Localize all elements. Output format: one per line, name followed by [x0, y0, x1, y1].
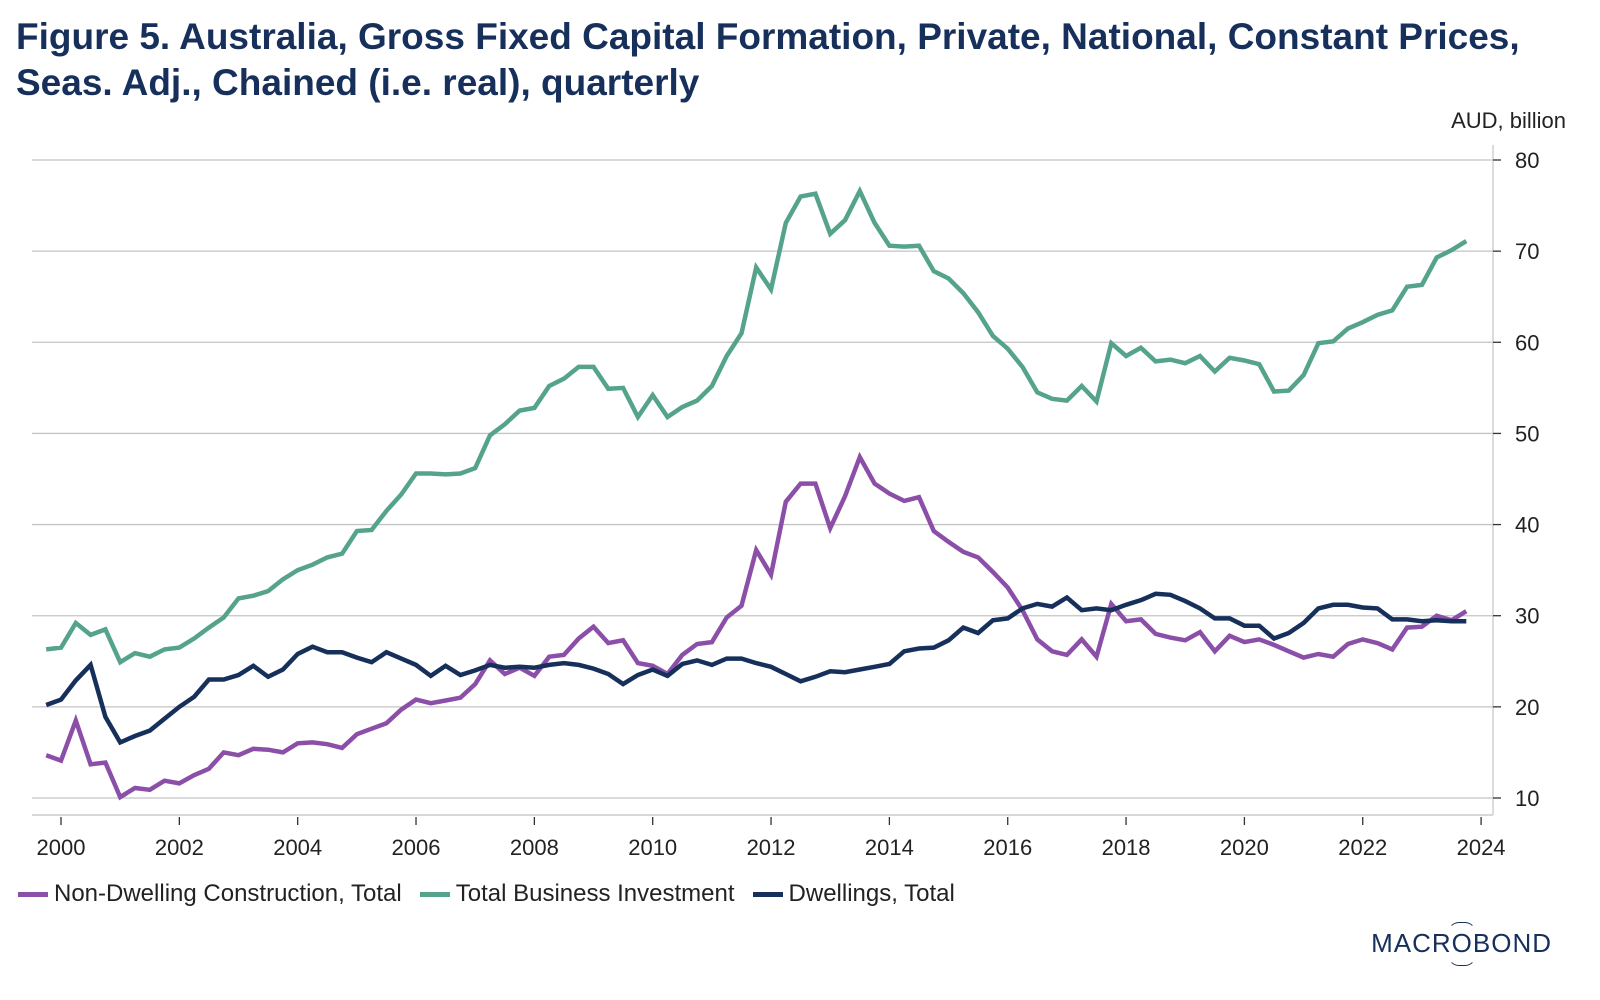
y-tick-label: 20 [1515, 695, 1539, 720]
x-tick-label: 2004 [273, 835, 322, 860]
logo-arc-bottom [1447, 955, 1476, 966]
series-line-non-dwelling-construction-total [45, 451, 1468, 801]
legend: Non-Dwelling Construction, Total Total Bu… [18, 880, 973, 908]
chart-title: Figure 5. Australia, Gross Fixed Capital… [16, 16, 1520, 103]
legend-label: Total Business Investment [455, 880, 735, 907]
legend-label: Non-Dwelling Construction, Total [54, 880, 402, 907]
x-tick-label: 2020 [1220, 835, 1269, 860]
logo-arc-top [1447, 922, 1476, 933]
y-axis-ticks: 10 20 30 40 50 60 70 80 [1493, 148, 1539, 811]
x-tick-label: 2018 [1102, 835, 1151, 860]
y-tick-label: 40 [1515, 513, 1539, 538]
macrobond-logo: MACRO BOND [1371, 922, 1552, 966]
series-line-total-business-investment [45, 185, 1468, 666]
x-tick-label: 2002 [155, 835, 204, 860]
grid-lines [32, 159, 1493, 799]
x-tick-label: 2006 [392, 835, 441, 860]
y-tick-label: 80 [1515, 148, 1539, 173]
x-tick-label: 2010 [628, 835, 677, 860]
y-tick-label: 60 [1515, 330, 1539, 355]
logo-o-glyph: O [1447, 922, 1476, 966]
x-tick-label: 2022 [1338, 835, 1387, 860]
series-lines [45, 185, 1468, 801]
y-tick-label: 50 [1515, 421, 1539, 446]
axes [32, 145, 1494, 816]
x-tick-label: 2014 [865, 835, 914, 860]
series-line-dwellings-total [45, 591, 1467, 746]
legend-item: Total Business Investment [419, 880, 735, 908]
x-tick-label: 2012 [747, 835, 796, 860]
x-tick-label: 2024 [1457, 835, 1506, 860]
legend-label: Dwellings, Total [788, 880, 955, 907]
legend-swatch [752, 891, 783, 897]
legend-item: Non-Dwelling Construction, Total [18, 880, 402, 908]
x-axis-ticks: 2000 2002 2004 2006 2008 2010 2012 2014 2016 2018… [37, 817, 1506, 860]
x-tick-label: 2008 [510, 835, 559, 860]
legend-swatch [18, 891, 48, 897]
y-tick-label: 30 [1515, 604, 1539, 629]
legend-swatch [419, 891, 450, 897]
y-tick-label: 10 [1515, 786, 1539, 811]
x-tick-label: 2000 [37, 835, 86, 860]
y-tick-label: 70 [1515, 239, 1539, 264]
legend-item: Dwellings, Total [752, 880, 955, 908]
y-axis-unit-label: AUD, billion [1451, 108, 1566, 133]
x-tick-label: 2016 [983, 835, 1032, 860]
